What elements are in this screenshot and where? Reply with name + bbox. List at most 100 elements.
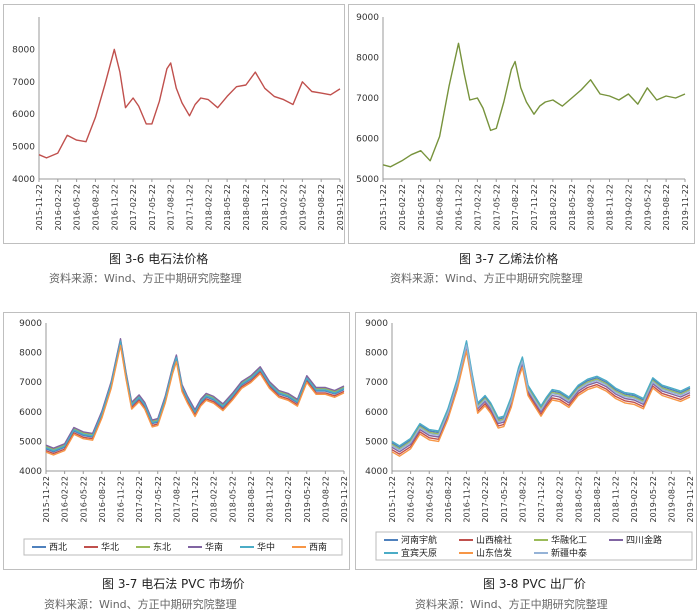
x-tick-label: 2018-11-22 — [266, 476, 275, 523]
x-tick-label: 2019-02-22 — [624, 184, 633, 231]
x-tick-label: 2017-08-22 — [172, 476, 181, 523]
x-tick-label: 2016-11-22 — [463, 476, 472, 523]
series-line-宜宾天原 — [391, 340, 691, 447]
chart-panel-carbide-price: 4000 5000 6000 7000 8000 2015-11-22 2016-02-22… — [3, 4, 345, 244]
x-tick-label: 2018-05-22 — [228, 476, 237, 523]
chart-title-pvc-market-price: 图 3-7 电石法 PVC 市场价 — [102, 577, 245, 591]
legend-label: 山东信发 — [476, 547, 512, 559]
chart-title-carbide-price: 图 3-6 电石法价格 — [109, 252, 209, 266]
y-tick-label: 8000 — [356, 54, 379, 64]
y-tick-label: 8000 — [19, 349, 42, 359]
y-tick-label: 8000 — [365, 349, 388, 359]
x-tick-label: 2018-05-22 — [568, 184, 577, 231]
y-tick-label: 6000 — [356, 135, 379, 145]
x-tick-label: 2018-08-22 — [587, 184, 596, 231]
x-tick-label: 2019-05-22 — [649, 476, 658, 523]
x-tick-label: 2018-05-22 — [223, 184, 232, 231]
legend-box — [23, 538, 343, 556]
x-tick-label: 2016-05-22 — [425, 476, 434, 523]
x-tick-label: 2018-11-22 — [261, 184, 270, 231]
x-tick-label: 2018-08-22 — [247, 476, 256, 523]
x-tick-label: 2019-11-22 — [681, 184, 690, 231]
series-line-电石法价格 — [38, 48, 341, 159]
chart-panel-pvc-factory-price: 4000 5000 6000 7000 8000 9000 2015-11-22 2016-0… — [355, 312, 697, 570]
series-line-新疆中泰 — [391, 344, 691, 451]
x-tick-label: 2019-05-22 — [303, 476, 312, 523]
x-tick-label: 2017-11-22 — [537, 476, 546, 523]
x-tick-label: 2016-05-22 — [73, 184, 82, 231]
series-line-乙烯法价格 — [382, 42, 686, 168]
chart-source-pvc-factory-price: 资料来源：Wind、方正中期研究院整理 — [415, 598, 608, 611]
x-tick-label: 2019-08-22 — [662, 184, 671, 231]
x-tick-label: 2016-08-22 — [444, 476, 453, 523]
x-tick-label: 2016-05-22 — [417, 184, 426, 231]
y-tick-label: 7000 — [365, 378, 388, 388]
legend-label: 宜宾天原 — [401, 547, 437, 559]
chart-source-pvc-market-price: 资料来源：Wind、方正中期研究院整理 — [44, 598, 237, 611]
x-tick-label: 2019-08-22 — [317, 184, 326, 231]
x-tick-label: 2017-05-22 — [492, 184, 501, 231]
y-tick-label: 9000 — [19, 319, 42, 329]
x-tick-label: 2018-11-22 — [606, 184, 615, 231]
x-tick-label: 2018-08-22 — [242, 184, 251, 231]
x-tick-label: 2016-08-22 — [436, 184, 445, 231]
x-tick-label: 2019-11-22 — [336, 184, 345, 231]
x-tick-label: 2019-02-22 — [630, 476, 639, 523]
legend-label: 华融化工 — [551, 534, 587, 546]
x-tick-label: 2016-08-22 — [98, 476, 107, 523]
chart-source-ethylene-price: 资料来源：Wind、方正中期研究院整理 — [390, 272, 583, 285]
legend-label: 西北 — [49, 542, 67, 553]
chart-title-ethylene-price: 图 3-7 乙烯法价格 — [459, 252, 559, 266]
x-tick-label: 2017-11-22 — [191, 476, 200, 523]
x-tick-label: 2018-02-22 — [549, 184, 558, 231]
x-tick-label: 2017-02-22 — [135, 476, 144, 523]
ethylene-price-chart: 5000 6000 7000 8000 9000 2015-11-22 2016-02-22… — [356, 13, 690, 231]
chart-panel-pvc-market-price: 4000 5000 6000 7000 8000 9000 2015-11-22 2016-0… — [3, 312, 350, 570]
series-line-西南 — [45, 344, 345, 456]
x-tick-label: 2015-11-22 — [388, 476, 397, 523]
legend-label: 华南 — [205, 541, 223, 553]
x-tick-label: 2018-02-22 — [204, 184, 213, 231]
legend-label: 华中 — [257, 541, 275, 553]
x-tick-label: 2019-11-22 — [340, 476, 349, 523]
x-tick-label: 2018-11-22 — [612, 476, 621, 523]
x-tick-label: 2017-05-22 — [500, 476, 509, 523]
y-tick-label: 8000 — [12, 45, 35, 55]
x-tick-label: 2016-02-22 — [54, 184, 63, 231]
x-tick-label: 2015-11-22 — [379, 184, 388, 231]
x-tick-label: 2017-11-22 — [530, 184, 539, 231]
x-tick-label: 2018-05-22 — [574, 476, 583, 523]
x-tick-label: 2017-02-22 — [481, 476, 490, 523]
y-tick-label: 9000 — [365, 319, 388, 329]
legend-label: 山西榆社 — [476, 534, 512, 546]
legend-box — [375, 531, 693, 561]
legend-label: 河南宇航 — [401, 534, 437, 546]
chart-panel-ethylene-price: 5000 6000 7000 8000 9000 2015-11-22 2016-02-22… — [348, 4, 695, 244]
series-line-华中 — [45, 340, 345, 452]
chart-source-carbide-price: 资料来源：Wind、方正中期研究院整理 — [49, 272, 242, 285]
x-tick-label: 2019-05-22 — [643, 184, 652, 231]
y-tick-label: 5000 — [356, 175, 379, 185]
y-tick-label: 9000 — [356, 13, 379, 23]
x-tick-label: 2018-02-22 — [556, 476, 565, 523]
x-tick-label: 2019-05-22 — [298, 184, 307, 231]
y-tick-label: 6000 — [12, 110, 35, 120]
series-line-山东信发 — [391, 350, 691, 457]
x-tick-label: 2015-11-22 — [42, 476, 51, 523]
x-tick-label: 2017-02-22 — [473, 184, 482, 231]
y-tick-label: 7000 — [12, 78, 35, 88]
y-tick-label: 5000 — [19, 437, 42, 447]
legend-label: 四川金路 — [626, 534, 662, 546]
x-tick-label: 2017-08-22 — [518, 476, 527, 523]
x-tick-label: 2019-11-22 — [686, 476, 695, 523]
x-tick-label: 2016-05-22 — [79, 476, 88, 523]
series-line-华南 — [45, 338, 345, 449]
carbide-price-chart: 4000 5000 6000 7000 8000 2015-11-22 2016-02-22… — [12, 17, 345, 231]
x-tick-label: 2019-08-22 — [321, 476, 330, 523]
x-tick-label: 2019-02-22 — [284, 476, 293, 523]
x-tick-label: 2016-11-22 — [110, 184, 119, 231]
y-tick-label: 7000 — [356, 94, 379, 104]
x-tick-label: 2017-05-22 — [148, 184, 157, 231]
y-tick-label: 4000 — [19, 467, 42, 477]
y-tick-label: 7000 — [19, 378, 42, 388]
